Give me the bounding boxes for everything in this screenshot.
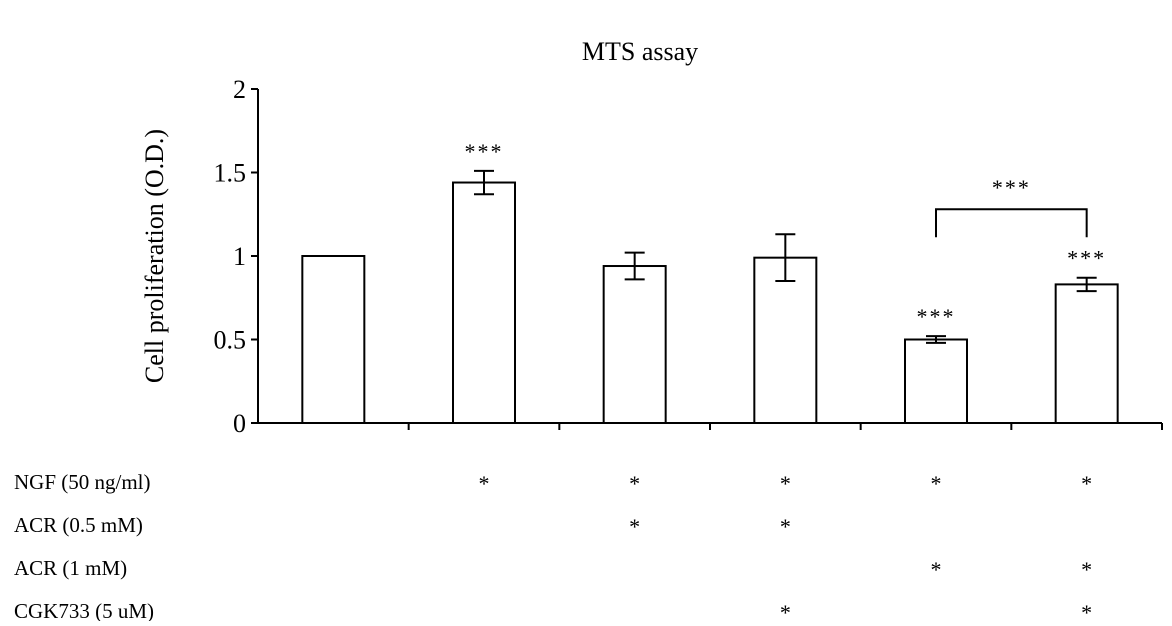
- condition-mark: *: [479, 471, 490, 496]
- y-tick-label: 0: [233, 409, 246, 438]
- bar: [301, 255, 366, 424]
- significance-label: ***: [465, 139, 504, 164]
- condition-mark: *: [629, 471, 640, 496]
- y-axis-label: Cell proliferation (O.D.): [140, 129, 169, 383]
- comparison-bracket: [935, 208, 1088, 238]
- condition-mark: *: [780, 471, 791, 496]
- bar: [904, 338, 968, 424]
- bar: [1054, 283, 1119, 425]
- condition-mark: *: [1081, 600, 1092, 621]
- condition-label: CGK733 (5 uM): [14, 599, 154, 621]
- chart-title: MTS assay: [582, 37, 698, 66]
- bar: [753, 256, 818, 425]
- bar: [602, 265, 667, 424]
- condition-mark: *: [780, 514, 791, 539]
- condition-mark: *: [780, 600, 791, 621]
- y-tick-label: 0.5: [214, 326, 247, 355]
- condition-label: ACR (0.5 mM): [14, 513, 143, 537]
- y-tick-label: 1.5: [214, 159, 247, 188]
- y-tick-label: 2: [233, 75, 246, 104]
- condition-mark: *: [1081, 557, 1092, 582]
- condition-mark: *: [931, 557, 942, 582]
- condition-label: ACR (1 mM): [14, 556, 127, 580]
- bar: [452, 181, 516, 424]
- condition-mark: *: [1081, 471, 1092, 496]
- condition-mark: *: [629, 514, 640, 539]
- bracket-significance-label: ***: [992, 175, 1031, 200]
- significance-label: ***: [917, 304, 956, 329]
- condition-mark: *: [931, 471, 942, 496]
- condition-label: NGF (50 ng/ml): [14, 470, 151, 494]
- y-tick-label: 1: [233, 242, 246, 271]
- significance-label: ***: [1067, 246, 1106, 271]
